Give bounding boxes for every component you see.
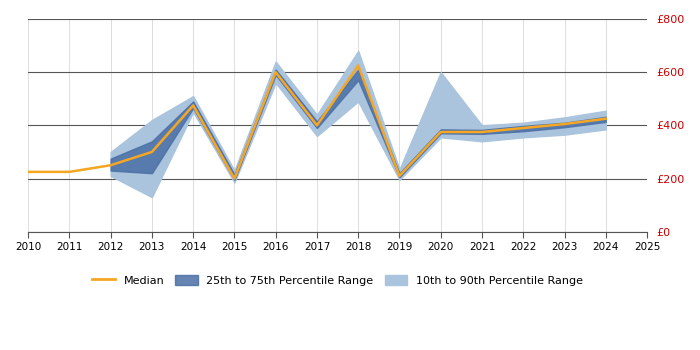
Legend: Median, 25th to 75th Percentile Range, 10th to 90th Percentile Range: Median, 25th to 75th Percentile Range, 1… [88, 270, 587, 290]
